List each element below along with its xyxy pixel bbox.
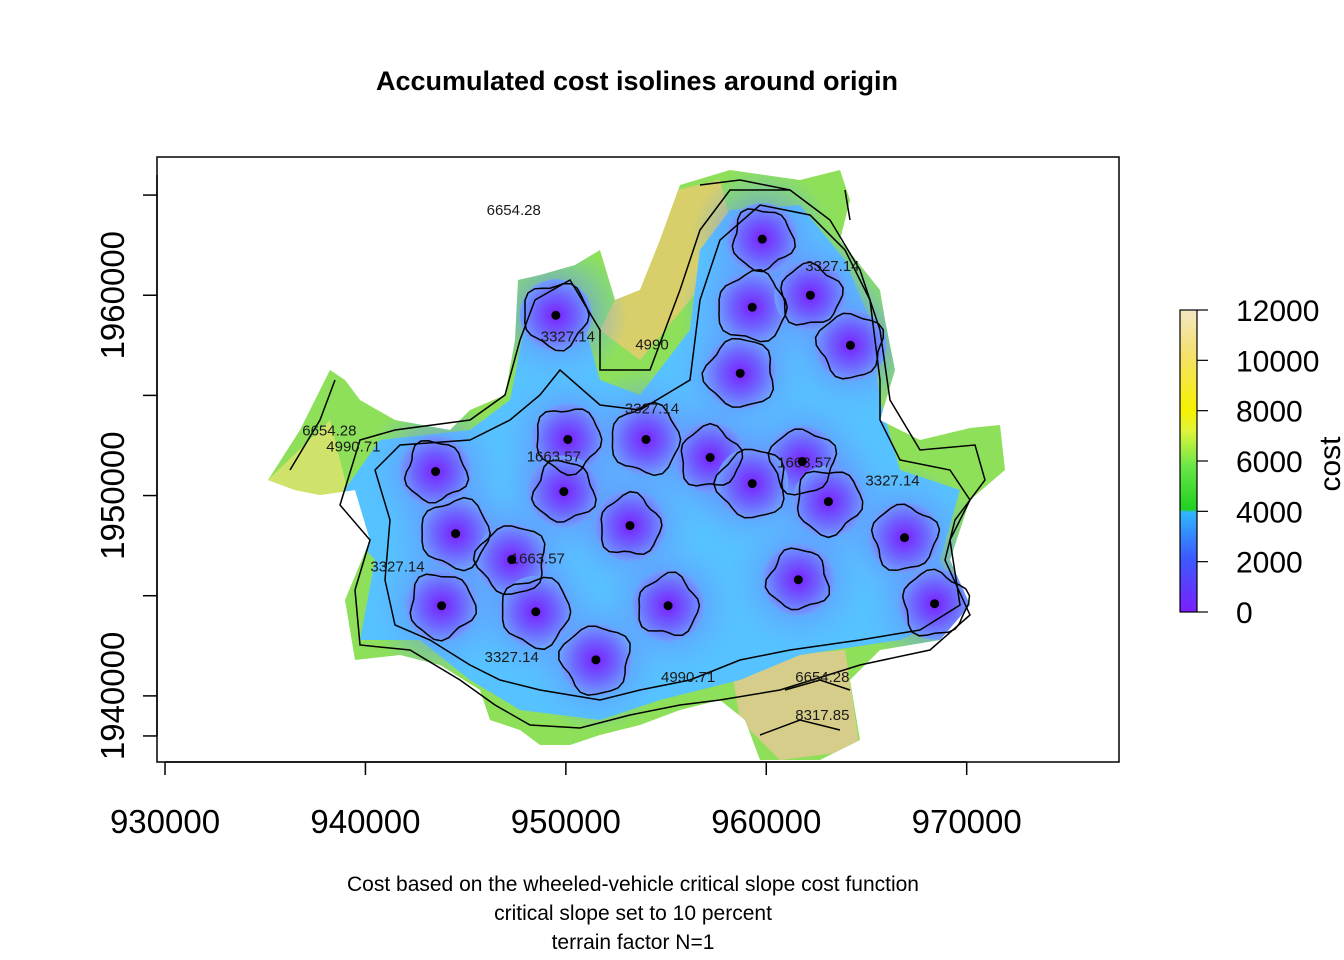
isoline-ring [409, 573, 477, 642]
origin-point [747, 479, 757, 489]
origin-point [845, 340, 855, 350]
color-legend: 0 2000 4000 6000 8000 10000 12000 cost [1179, 295, 1344, 630]
isoline-level-label: 3327.14 [485, 649, 539, 666]
legend-title: cost [1314, 436, 1344, 492]
isoline-ring [600, 490, 663, 555]
legend-tick-label: 0 [1236, 597, 1253, 630]
isoline-ring [870, 503, 941, 572]
isoline-ring [472, 525, 546, 596]
isoline-level-label: 4990 [635, 336, 668, 353]
origin-point [507, 555, 517, 565]
origin-point [451, 529, 461, 539]
origin-point [797, 457, 807, 467]
isoline-ring [611, 401, 682, 477]
isoline-ring [501, 576, 572, 651]
origin-point [735, 368, 745, 378]
isoline-level-label: 3327.14 [625, 400, 679, 417]
origin-point [531, 607, 541, 617]
isoline-level-label: 1663.57 [511, 551, 565, 568]
isoline-level-label: 6654.28 [795, 669, 849, 686]
caption-line-3: terrain factor N=1 [552, 931, 715, 954]
isoline [289, 179, 851, 736]
origin-point [641, 434, 651, 444]
chart-title: Accumulated cost isolines around origin [376, 66, 898, 96]
origin-point [431, 467, 441, 477]
x-axis: 930000 940000 950000 960000 970000 [110, 761, 1022, 840]
isoline-ring [731, 208, 796, 273]
caption-line-1: Cost based on the wheeled-vehicle critic… [347, 873, 919, 896]
y-axis: 1940000 1950000 1960000 [94, 175, 158, 760]
legend-tick-label: 6000 [1236, 446, 1303, 479]
origin-point [823, 497, 833, 507]
isoline-level-label: 1663.57 [527, 449, 581, 466]
region-high-cost-south [730, 650, 860, 760]
isoline-ring [421, 496, 491, 572]
origin-point [705, 452, 715, 462]
origin-point [757, 234, 767, 244]
x-tick-label: 950000 [511, 803, 621, 840]
isoline-ring [530, 459, 597, 523]
isoline-level-label: 4990.71 [326, 438, 380, 455]
isoline-ring [796, 470, 864, 539]
origin-point [563, 434, 573, 444]
isoline-level-label: 8317.85 [795, 707, 849, 724]
isoline [374, 204, 971, 701]
isoline-ring [814, 312, 885, 380]
isoline-level-label: 6654.28 [487, 202, 541, 219]
origin-point [930, 599, 940, 609]
isoline-ring [680, 422, 744, 487]
isoline-ring [767, 428, 838, 496]
origin-point [793, 575, 803, 585]
legend-tick-label: 8000 [1236, 396, 1303, 429]
caption-line-2: critical slope set to 10 percent [494, 902, 772, 925]
origin-point [625, 521, 635, 531]
legend-tick-label: 2000 [1236, 547, 1303, 580]
isoline-ring [701, 337, 775, 408]
isoline-ring [638, 571, 701, 637]
isoline-level-label: 3327.14 [865, 473, 919, 490]
origin-point [747, 302, 757, 312]
isoline-ring [718, 268, 788, 343]
legend-color-bar [1179, 309, 1198, 613]
y-tick-label: 1960000 [94, 231, 131, 359]
x-tick-label: 960000 [711, 803, 821, 840]
isoline-level-label: 4990.71 [661, 669, 715, 686]
y-tick-label: 1940000 [94, 632, 131, 760]
isoline-ring [403, 440, 470, 504]
legend-tick-label: 10000 [1236, 345, 1319, 378]
legend-tick-label: 4000 [1236, 496, 1303, 529]
x-tick-label: 930000 [110, 803, 220, 840]
isoline-ring [558, 625, 631, 696]
origin-point [559, 487, 569, 497]
origin-point [805, 290, 815, 300]
isoline-ring [712, 448, 785, 519]
origin-point [591, 655, 601, 665]
x-tick-label: 970000 [912, 803, 1022, 840]
origin-point [663, 601, 673, 611]
isoline [339, 189, 986, 729]
origin-point [437, 601, 447, 611]
region-high-cost-west [268, 420, 350, 510]
legend-tick-label: 12000 [1236, 295, 1319, 328]
origin-point [551, 310, 561, 320]
origin-point [900, 533, 910, 543]
isoline-level-label: 3327.14 [541, 328, 595, 345]
isoline-ring [780, 261, 844, 326]
isoline-level-label: 3327.14 [370, 559, 424, 576]
isoline-level-label: 6654.28 [302, 422, 356, 439]
y-tick-label: 1950000 [94, 431, 131, 559]
isoline-level-label: 3327.14 [805, 258, 859, 275]
isoline-ring [536, 408, 603, 477]
isoline-ring [764, 547, 831, 611]
x-tick-label: 940000 [310, 803, 420, 840]
